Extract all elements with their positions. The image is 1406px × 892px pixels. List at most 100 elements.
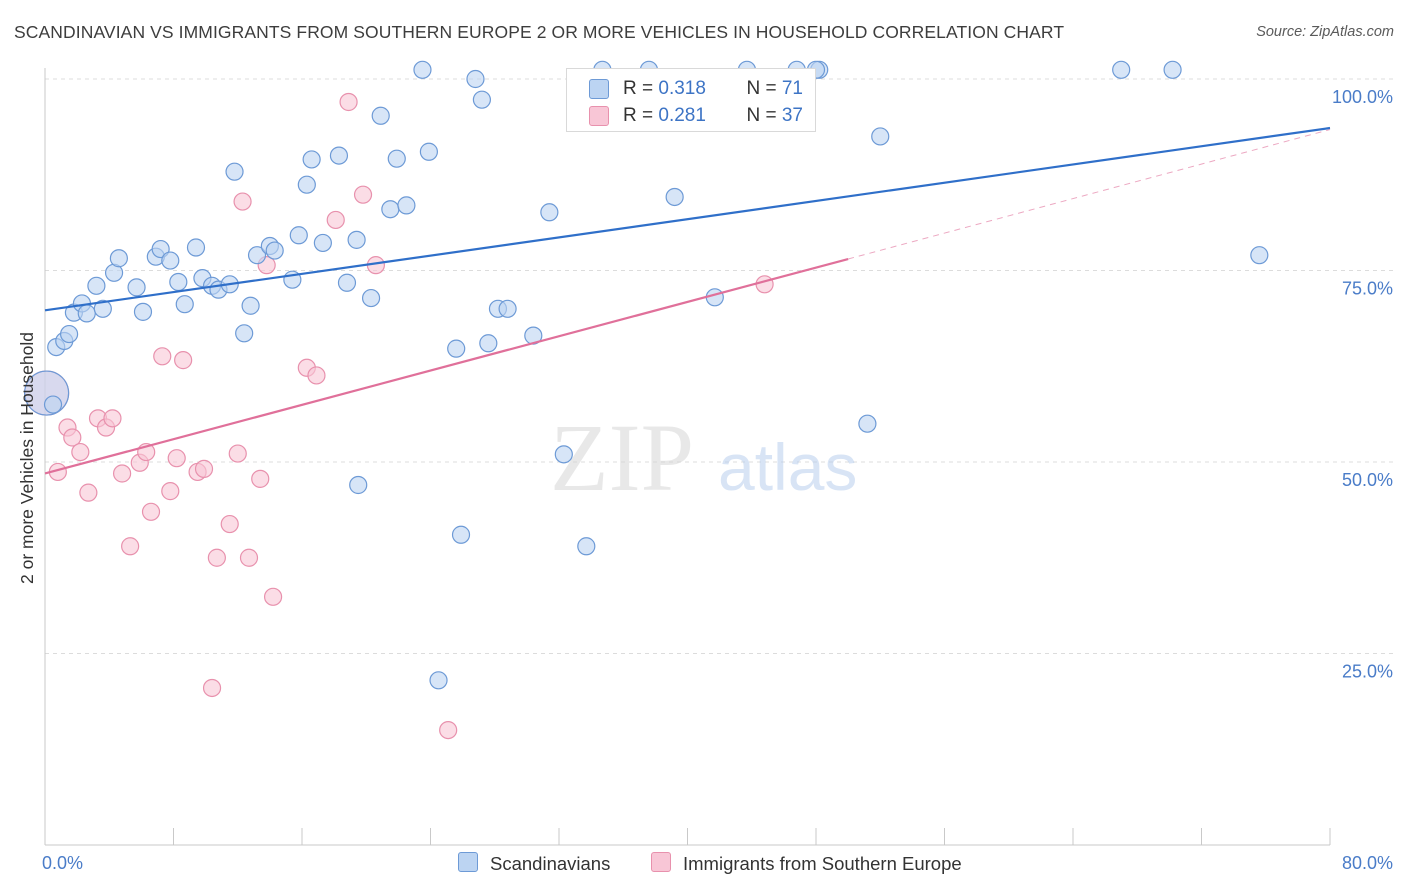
scandinavian-point (349, 475, 368, 495)
scandinavian-point (161, 251, 180, 270)
scandinavian-point (472, 90, 491, 109)
chart-title: SCANDINAVIAN VS IMMIGRANTS FROM SOUTHERN… (14, 22, 1065, 42)
scandinavian-point (169, 272, 188, 292)
axes (44, 68, 1331, 846)
y-axis-title: 2 or more Vehicles in Household (17, 332, 37, 584)
gridlines (45, 78, 1395, 654)
legend-r-label: R = (623, 105, 659, 126)
y-tick-label: 75.0% (1342, 279, 1393, 299)
scandinavian-point (302, 150, 321, 169)
trend-line-scandinavians (44, 126, 1331, 312)
trend-lines (44, 126, 1331, 475)
x-tick-label: 0.0% (42, 853, 83, 873)
legend-n-label: N = (746, 78, 782, 99)
bottom-legend-immigrants: Immigrants from Southern Europe (651, 852, 962, 875)
points-scandinavians (24, 60, 1269, 690)
stats-legend: R = 0.318 N = 71 R = 0.281 N = 37 (566, 68, 816, 132)
scandinavian-point (871, 127, 890, 146)
scandinavian-point (297, 175, 316, 194)
scandinavian-point (225, 162, 244, 181)
scandinavian-point (77, 304, 96, 323)
immigrants-point (71, 442, 90, 462)
immigrants-point (251, 469, 270, 488)
watermark-zip: ZIP (550, 404, 694, 511)
immigrants-point (63, 428, 82, 447)
immigrants-point (207, 548, 226, 567)
scandinavian-point (337, 273, 357, 292)
scandinavian-point (577, 537, 596, 556)
scandinavian-point (466, 69, 485, 89)
immigrants-point (174, 351, 193, 370)
immigrants-point (339, 92, 358, 112)
scandinavian-point (133, 302, 153, 321)
immigrants-point (353, 185, 373, 204)
trend-line-immigrants (44, 257, 849, 475)
immigrants-point (167, 449, 186, 468)
legend-swatch-blue (589, 79, 609, 99)
bottom-legend-label: Scandinavians (490, 853, 611, 874)
immigrants-point (326, 210, 345, 230)
scandinavian-point (1163, 60, 1182, 79)
immigrants-point (220, 514, 239, 534)
immigrants-point (79, 483, 98, 502)
scandinavian-point (451, 525, 471, 544)
scandinavian-point (554, 445, 573, 464)
legend-r-value: 0.318 (658, 78, 706, 99)
scandinavian-point (265, 241, 284, 260)
immigrants-point (755, 275, 774, 294)
legend-r-label: R = (623, 78, 659, 99)
scandinavian-point (59, 324, 79, 344)
y-tick-label: 100.0% (1332, 87, 1393, 107)
watermark-atlas: atlas (718, 430, 857, 504)
immigrants-point (228, 444, 247, 463)
y-tick-label: 50.0% (1342, 470, 1393, 490)
scandinavian-point (347, 230, 366, 249)
scandinavian-point (87, 276, 106, 295)
scandinavian-point (127, 278, 146, 297)
immigrants-point (239, 548, 259, 567)
scandinavian-point (387, 149, 406, 168)
scandinavian-point (186, 238, 206, 257)
scandinavian-point (665, 187, 684, 207)
scandinavian-point (447, 339, 466, 358)
scandinavian-point (93, 299, 112, 318)
immigrants-point (153, 347, 172, 366)
y-tick-label: 25.0% (1342, 662, 1393, 682)
scandinavian-point (329, 146, 349, 165)
immigrants-point (307, 366, 326, 385)
legend-n-value: 37 (781, 105, 803, 126)
bottom-legend-swatch-blue (458, 852, 478, 872)
scandinavian-point (43, 395, 63, 414)
immigrants-point (112, 464, 132, 483)
scandinavian-point (1112, 60, 1131, 79)
scandinavian-point (1250, 246, 1269, 265)
scandinavian-point (479, 334, 498, 353)
scandinavian-point (540, 203, 559, 222)
tick-labels: 25.0% 50.0% 75.0% 100.0% 0.0% 80.0% 2 or more … (17, 87, 1393, 873)
legend-n-value: 71 (781, 78, 803, 99)
immigrants-point (161, 482, 180, 501)
x-tick-label: 80.0% (1342, 853, 1393, 873)
scandinavian-point (247, 246, 267, 265)
scandinavian-point (361, 288, 381, 308)
immigrants-point (103, 409, 122, 428)
immigrants-point (194, 459, 214, 478)
source-credit: Source: ZipAtlas.com (1256, 24, 1394, 40)
legend-n-label: N = (746, 105, 782, 126)
scandinavian-point (419, 142, 438, 161)
scandinavian-point (109, 249, 128, 268)
immigrants-point (439, 720, 458, 740)
immigrants-point (141, 502, 161, 521)
scandinavian-point (241, 296, 260, 315)
bottom-legend-swatch-pink (651, 852, 671, 872)
immigrants-point (263, 587, 283, 606)
scandinavian-point (381, 200, 400, 219)
scandinavian-point (289, 226, 308, 245)
scandinavian-point (498, 299, 517, 318)
legend-swatch-pink (589, 106, 609, 126)
scandinavian-point (397, 196, 416, 215)
scandinavian-point (429, 671, 448, 690)
scandinavian-point (858, 414, 877, 433)
bottom-legend-label: Immigrants from Southern Europe (683, 853, 962, 874)
